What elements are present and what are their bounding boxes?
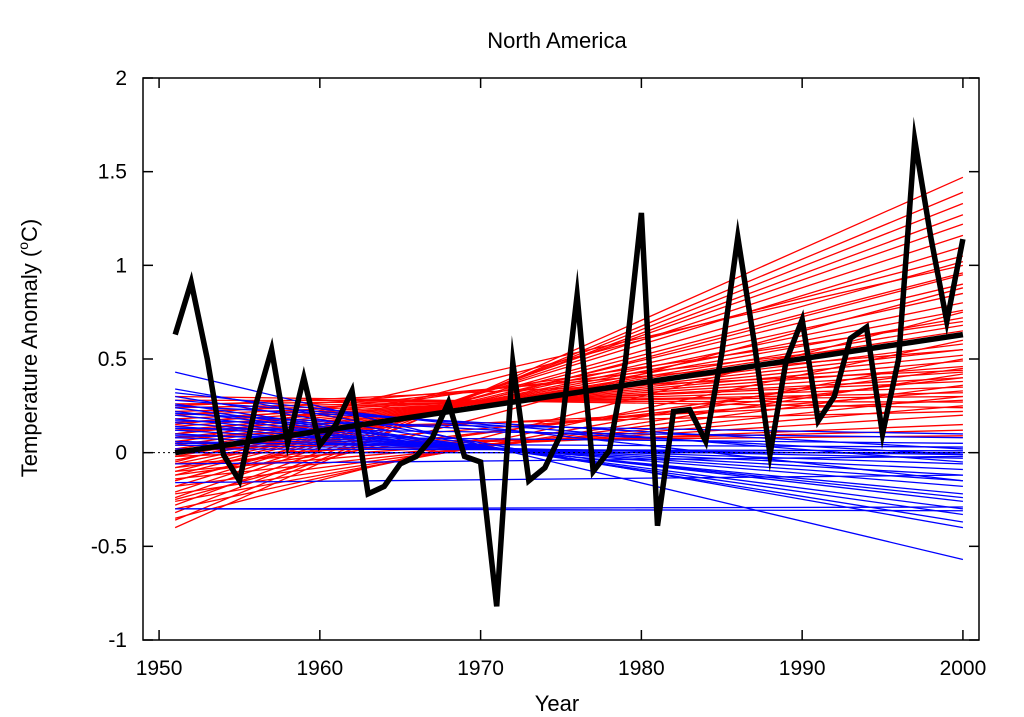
x-tick-label-2000: 2000 [940,657,987,680]
cooling-trend-line-27 [175,399,963,463]
y-axis-title-superscript: o [15,242,31,250]
y-tick-label-4: 1 [115,254,127,277]
y-tick-label-2: 0 [115,442,127,465]
cooling-trend-line-0 [175,371,964,561]
cooling-trend-line-11 [175,433,963,471]
cooling-trend-line-15 [175,448,963,452]
cooling-trend-line-26 [175,405,963,450]
warming-trend-line-31 [175,358,964,503]
warming-trend-line-34 [175,395,963,480]
cooling-trend-line-17 [175,506,963,510]
y-axis-title-main: Temperature Anomaly ( [17,249,42,477]
cooling-trend-line-28 [175,392,963,482]
y-axis-title-tail: C) [17,219,42,242]
cooling-trend-line-25 [175,412,963,456]
x-tick-label-1980: 1980 [618,657,665,680]
chart-title: North America [487,28,627,53]
cooling-trend-line-21 [175,442,963,448]
x-tick-label-1970: 1970 [457,657,504,680]
warming-trend-line-37 [175,423,963,458]
x-axis: 1950 1960 1970 1980 1990 2000 [136,78,987,680]
cooling-trend-line-18 [175,474,963,484]
cooling-trend-line-4 [175,407,964,510]
x-axis-title: Year [535,691,579,716]
y-tick-label-6: 2 [115,67,127,90]
y-tick-label-0: -1 [108,629,127,652]
mean-trend-line [174,331,964,456]
y-tick-label-5: 1.5 [98,161,127,184]
warming-trend-line-35 [175,405,963,473]
observed-anomaly-line [172,116,966,607]
x-tick-label-1990: 1990 [779,657,826,680]
y-tick-label-3: 0.5 [98,348,127,371]
y-axis-title: Temperature Anomaly (oC) [15,219,42,477]
y-axis: -1 -0.5 0 0.5 1 1.5 2 [91,67,979,652]
cooling-trend-line-12 [175,437,963,465]
x-tick-label-1960: 1960 [296,657,343,680]
cooling-trend-line-19 [175,455,963,465]
observed-anomaly-group [172,116,966,607]
warming-trend-line-40 [174,311,964,519]
mean-trend-group [174,331,964,456]
cooling-trend-line-23 [175,427,963,439]
x-tick-label-1950: 1950 [136,657,183,680]
y-tick-label-1: -0.5 [91,535,127,558]
